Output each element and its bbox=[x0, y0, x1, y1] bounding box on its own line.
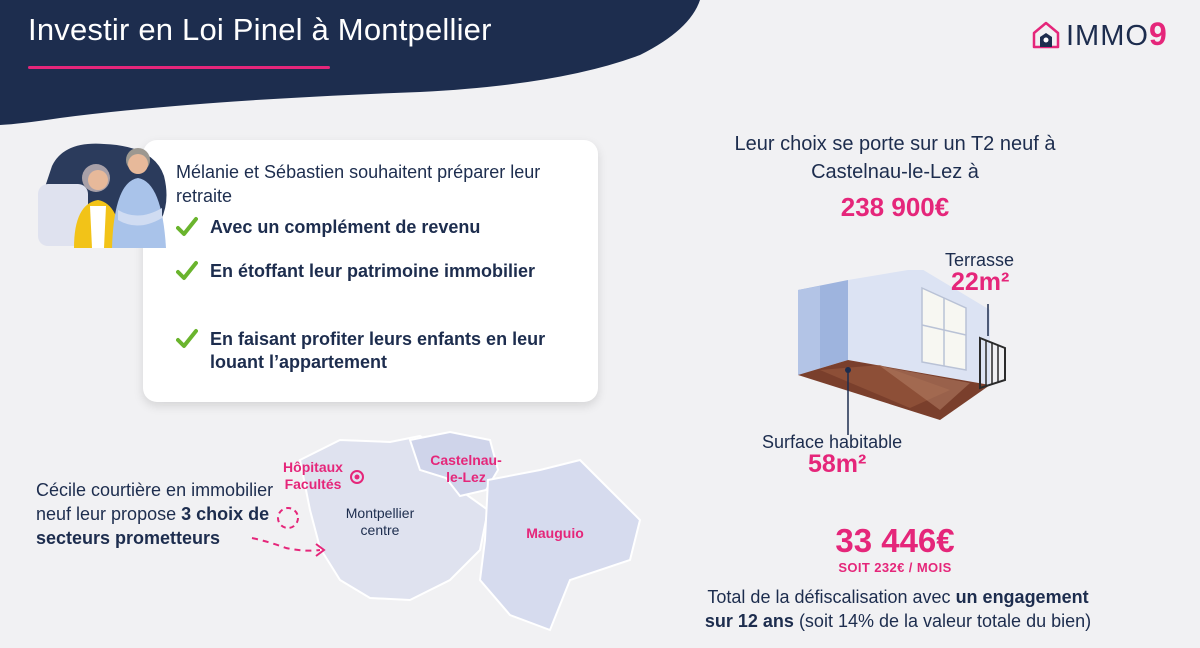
checklist-text: Avec un complément de revenu bbox=[210, 217, 481, 237]
checklist-item: En étoffant leur patrimoine immobilier bbox=[176, 260, 586, 288]
check-icon bbox=[176, 260, 210, 288]
tax-total-text: Total de la défiscalisation avec un enga… bbox=[704, 587, 1092, 631]
map-mauguio bbox=[478, 458, 642, 632]
logo-text: IMMO9 bbox=[1066, 16, 1168, 52]
checklist-item: Avec un complément de revenu bbox=[176, 216, 586, 244]
check-icon bbox=[176, 328, 210, 374]
profile-card bbox=[143, 140, 598, 402]
tax-monthly: SOIT 232€ / MOIS bbox=[838, 560, 952, 575]
property-choice-text: Leur choix se porte sur un T2 neuf à Cas… bbox=[660, 130, 1130, 186]
title-underline bbox=[28, 66, 330, 69]
map-label-mauguio: Mauguio bbox=[526, 525, 584, 541]
choice-line-2: Castelnau-le-Lez à bbox=[811, 161, 979, 183]
property-price: 238 900€ bbox=[840, 192, 950, 222]
page-title: Investir en Loi Pinel à Montpellier bbox=[28, 12, 492, 47]
immo9-logo[interactable]: IMMO9 bbox=[1030, 16, 1168, 53]
map-label-montpellier: Montpellier centre bbox=[345, 505, 415, 538]
check-icon bbox=[176, 216, 210, 244]
map-label-hopitaux: Hôpitaux Facultés bbox=[283, 459, 343, 492]
location-marker-icon bbox=[350, 470, 364, 484]
profile-intro: Mélanie et Sébastien souhaitent préparer… bbox=[176, 162, 541, 206]
surface-label: Surface habitable bbox=[762, 432, 903, 452]
surface-value: 58m² bbox=[808, 450, 867, 478]
sectors-map bbox=[251, 430, 642, 632]
checklist-item: En faisant profiter leurs enfants en leu… bbox=[176, 328, 586, 374]
terrace-value: 22m² bbox=[951, 268, 1010, 296]
checklist-text: En faisant profiter leurs enfants en leu… bbox=[210, 329, 546, 372]
apartment-room-illustration bbox=[798, 270, 1006, 435]
house-logo-icon bbox=[1032, 21, 1060, 48]
header-band bbox=[0, 0, 700, 125]
checklist-text: En étoffant leur patrimoine immobilier bbox=[210, 261, 536, 281]
map-label-castelnau: Castelnau-le-Lez bbox=[430, 452, 502, 485]
map-castelnau-le-lez bbox=[408, 430, 500, 498]
couple-avatar-icon bbox=[38, 143, 167, 248]
tax-amount: 33 446€ bbox=[835, 522, 955, 559]
logo-nine: 9 bbox=[1148, 16, 1168, 52]
terrace-label: Terrasse bbox=[945, 250, 1015, 270]
broker-text: Cécile courtière en immobilier neuf leur… bbox=[36, 480, 274, 548]
choice-line-1: Leur choix se porte sur un T2 neuf à bbox=[734, 133, 1056, 155]
